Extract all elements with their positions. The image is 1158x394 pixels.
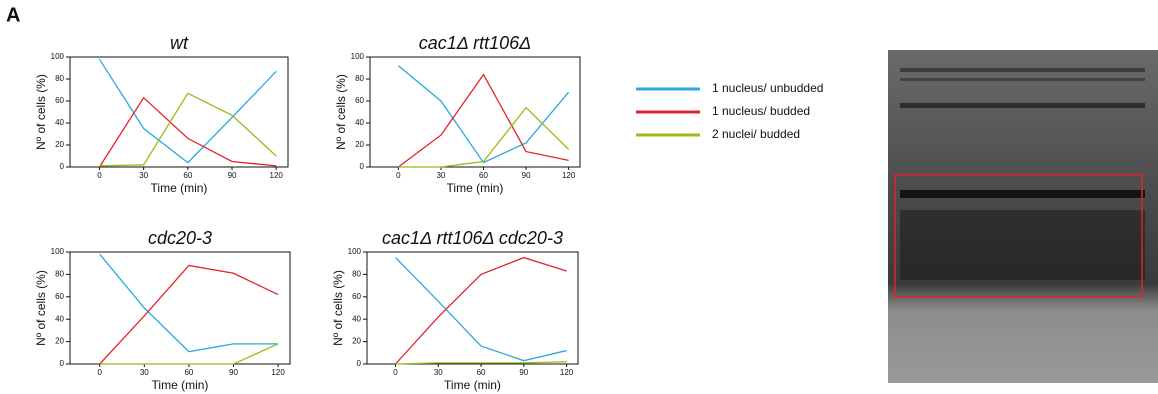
x-tick-label: 90 <box>229 368 238 377</box>
x-tick-label: 90 <box>519 368 528 377</box>
figure: A 1 nucleus/ unbudded 1 nucleus/ budded 2 … <box>0 0 1158 394</box>
legend-label: 1 nucleus/ budded <box>712 104 810 118</box>
series-line <box>398 108 568 167</box>
x-tick-label: 30 <box>139 171 148 180</box>
x-tick-label: 30 <box>434 368 443 377</box>
x-tick-label: 60 <box>477 368 486 377</box>
y-axis-label: Nº of cells (%) <box>334 74 348 150</box>
x-tick-label: 0 <box>98 368 103 377</box>
y-tick-label: 0 <box>60 359 65 368</box>
y-tick-label: 0 <box>360 162 365 171</box>
y-tick-label: 0 <box>357 359 362 368</box>
y-tick-label: 100 <box>51 247 65 256</box>
y-tick-label: 80 <box>352 270 361 279</box>
y-tick-label: 40 <box>352 314 361 323</box>
legend: 1 nucleus/ unbudded 1 nucleus/ budded 2 nu… <box>636 81 823 141</box>
y-tick-label: 20 <box>355 140 364 149</box>
y-tick-label: 60 <box>352 292 361 301</box>
x-tick-label: 90 <box>522 171 531 180</box>
y-tick-label: 20 <box>352 337 361 346</box>
x-axis-label: Time (min) <box>152 378 209 392</box>
y-axis-label: Nº of cells (%) <box>34 270 48 346</box>
series-line <box>398 75 568 167</box>
plot-frame <box>70 252 290 364</box>
legend-label: 1 nucleus/ unbudded <box>712 81 823 95</box>
series-line <box>99 59 276 162</box>
series-line <box>100 265 278 364</box>
plot-frame <box>70 57 288 167</box>
x-tick-label: 60 <box>184 368 193 377</box>
x-tick-label: 30 <box>436 171 445 180</box>
y-tick-label: 100 <box>51 52 65 61</box>
chart-title: cac1Δ rtt106Δ <box>419 33 532 53</box>
y-tick-label: 60 <box>355 96 364 105</box>
x-tick-label: 60 <box>183 171 192 180</box>
x-tick-label: 90 <box>228 171 237 180</box>
x-tick-label: 30 <box>140 368 149 377</box>
x-tick-label: 120 <box>271 368 285 377</box>
series-line <box>396 258 567 361</box>
x-tick-label: 120 <box>562 171 576 180</box>
gel-image <box>888 50 1158 383</box>
panel-label: A <box>6 4 20 26</box>
x-tick-label: 0 <box>97 171 102 180</box>
series-line <box>100 254 278 351</box>
series-line <box>100 344 278 364</box>
chart-title: cdc20-3 <box>148 228 212 248</box>
legend-label: 2 nuclei/ budded <box>712 127 800 141</box>
x-axis-label: Time (min) <box>444 378 501 392</box>
y-tick-label: 100 <box>348 247 362 256</box>
series-line <box>99 93 276 166</box>
y-tick-label: 80 <box>55 270 64 279</box>
x-axis-label: Time (min) <box>447 181 504 195</box>
y-tick-label: 80 <box>55 74 64 83</box>
x-tick-label: 120 <box>560 368 574 377</box>
y-tick-label: 40 <box>55 314 64 323</box>
x-axis-label: Time (min) <box>151 181 208 195</box>
y-tick-label: 20 <box>55 337 64 346</box>
y-tick-label: 60 <box>55 292 64 301</box>
chart-title: wt <box>170 33 189 53</box>
y-axis-label: Nº of cells (%) <box>34 74 48 150</box>
x-tick-label: 60 <box>479 171 488 180</box>
chart-title: cac1Δ rtt106Δ cdc20-3 <box>382 228 563 248</box>
y-tick-label: 80 <box>355 74 364 83</box>
y-tick-label: 60 <box>55 96 64 105</box>
y-tick-label: 20 <box>55 140 64 149</box>
series-line <box>396 258 567 364</box>
y-tick-label: 40 <box>55 118 64 127</box>
x-tick-label: 0 <box>396 171 401 180</box>
y-tick-label: 100 <box>351 52 365 61</box>
x-tick-label: 120 <box>270 171 284 180</box>
plot-frame <box>367 252 578 364</box>
y-tick-label: 40 <box>355 118 364 127</box>
x-tick-label: 0 <box>393 368 398 377</box>
y-tick-label: 0 <box>60 162 65 171</box>
y-axis-label: Nº of cells (%) <box>331 270 345 346</box>
